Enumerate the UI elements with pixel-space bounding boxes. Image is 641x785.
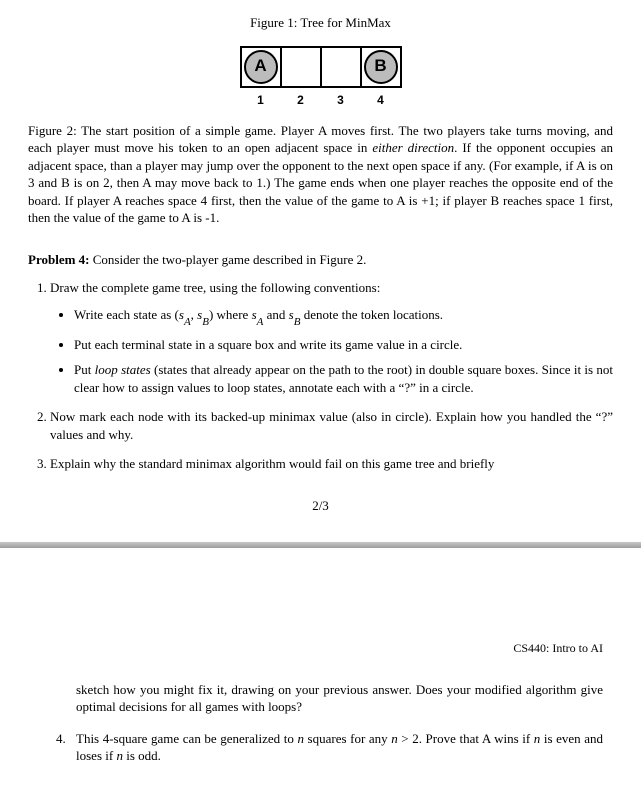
cell-3	[320, 46, 362, 88]
board-row: A B	[240, 46, 402, 88]
item4-number: 4.	[56, 730, 76, 765]
board-labels: 1 2 3 4	[28, 92, 613, 108]
problem-heading: Problem 4: Consider the two-player game …	[28, 251, 613, 269]
figure1-caption: Figure 1: Tree for MinMax	[28, 14, 613, 32]
conv1-subA: A	[184, 316, 191, 328]
item1-text: Draw the complete game tree, using the f…	[50, 280, 380, 295]
cell-4: B	[360, 46, 402, 88]
page-number: 2/3	[28, 497, 613, 515]
cell-2	[280, 46, 322, 88]
item4-c: > 2. Prove that A wins if	[398, 731, 534, 746]
item4-a: This 4-square game can be generalized to	[76, 731, 297, 746]
label-3: 3	[320, 92, 362, 108]
conv3-a: Put	[74, 362, 95, 377]
conv1-subB2: B	[294, 316, 301, 328]
game-board: A B	[28, 46, 613, 88]
cell-1: A	[240, 46, 282, 88]
conv3-italic: loop states	[95, 362, 151, 377]
course-header: CS440: Intro to AI	[56, 640, 603, 656]
conv-1: Write each state as (sA, sB) where sA an…	[74, 306, 613, 327]
conventions-list: Write each state as (sA, sB) where sA an…	[74, 306, 613, 396]
conv-3: Put loop states (states that already app…	[74, 361, 613, 396]
conv1-sB2: s	[289, 307, 294, 322]
conv-2: Put each terminal state in a square box …	[74, 336, 613, 354]
page-gap	[0, 548, 641, 640]
page-1: Figure 1: Tree for MinMax A B 1 2 3 4 Fi…	[0, 0, 641, 542]
conv3-b: (states that already appear on the path …	[74, 362, 613, 395]
item3-continuation: sketch how you might fix it, drawing on …	[76, 681, 603, 716]
conv1-subB: B	[202, 316, 209, 328]
problem-label: Problem 4:	[28, 252, 90, 267]
item-3: Explain why the standard minimax algorit…	[50, 455, 613, 473]
conv1-subA2: A	[257, 316, 264, 328]
token-b: B	[364, 50, 398, 84]
page-2: CS440: Intro to AI sketch how you might …	[0, 640, 641, 784]
item4-e: is odd.	[123, 748, 161, 763]
item4-b: squares for any	[304, 731, 391, 746]
label-1: 1	[240, 92, 282, 108]
conv1-and: and	[263, 307, 288, 322]
figure2-italic: either direction	[372, 140, 454, 155]
label-4: 4	[360, 92, 402, 108]
item4-body: This 4-square game can be generalized to…	[76, 730, 603, 765]
item-2: Now mark each node with its backed-up mi…	[50, 408, 613, 443]
conv1-c: denote the token locations.	[300, 307, 443, 322]
conv1-b: ) where	[209, 307, 252, 322]
figure2-caption: Figure 2: The start position of a simple…	[28, 122, 613, 227]
item-4: 4. This 4-square game can be generalized…	[56, 730, 603, 765]
problem-list: Draw the complete game tree, using the f…	[50, 279, 613, 473]
label-2: 2	[280, 92, 322, 108]
conv1-a: Write each state as (	[74, 307, 179, 322]
conv1-sA2: s	[252, 307, 257, 322]
problem-title: Consider the two-player game described i…	[90, 252, 367, 267]
item-1: Draw the complete game tree, using the f…	[50, 279, 613, 397]
token-a: A	[244, 50, 278, 84]
